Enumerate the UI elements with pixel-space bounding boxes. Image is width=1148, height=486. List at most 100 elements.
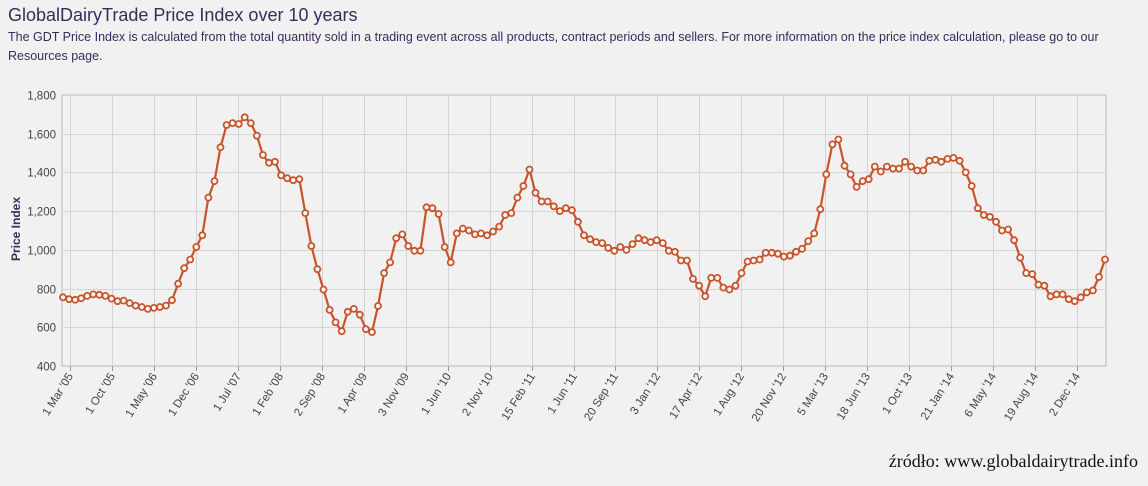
data-point <box>537 197 546 206</box>
source-note: źródło: www.globaldairytrade.info <box>888 451 1138 471</box>
x-tick-label: 1 Jul '07 <box>211 371 244 413</box>
data-point <box>519 182 528 190</box>
y-axis-ticks: 400 600 800 1,000 1,200 1,400 1,600 1,800 <box>27 91 56 374</box>
data-point <box>810 229 819 238</box>
data-point <box>592 238 600 247</box>
x-tick-label: 20 Nov '12 <box>750 371 789 424</box>
data-point <box>895 164 903 173</box>
data-point <box>95 290 104 299</box>
y-tick-label: 600 <box>37 323 56 335</box>
data-point <box>204 193 213 202</box>
data-point <box>1076 293 1085 302</box>
data-point <box>998 226 1006 235</box>
x-tick-label: 6 May '14 <box>963 371 1000 420</box>
data-point <box>89 290 98 299</box>
data-point <box>834 135 843 144</box>
data-point <box>477 229 485 238</box>
data-point <box>870 162 879 171</box>
data-point <box>440 243 449 251</box>
data-point <box>689 274 697 283</box>
y-tick-label: 1,200 <box>27 207 56 219</box>
data-point <box>973 204 982 213</box>
data-point <box>586 235 594 244</box>
data-point <box>979 211 988 219</box>
data-point <box>222 121 231 129</box>
data-point <box>780 252 788 261</box>
x-tick-label: 1 Jun '11 <box>546 371 580 416</box>
data-point <box>374 302 382 310</box>
data-point <box>889 164 897 173</box>
data-point <box>1040 281 1049 290</box>
data-point <box>192 243 201 251</box>
data-point <box>652 236 661 245</box>
data-point <box>380 269 389 278</box>
data-point <box>628 240 637 249</box>
data-point <box>992 217 1000 226</box>
data-point <box>337 327 346 336</box>
data-point <box>1082 288 1091 297</box>
data-point <box>386 258 395 267</box>
data-point <box>1016 253 1025 262</box>
data-point <box>313 265 322 274</box>
y-tick-label: 400 <box>37 362 56 374</box>
data-point <box>113 297 122 306</box>
data-point <box>131 301 140 310</box>
data-point <box>331 318 340 327</box>
data-point <box>931 155 940 164</box>
data-point <box>640 236 649 245</box>
data-point <box>949 153 958 162</box>
data-point <box>283 174 292 183</box>
data-point <box>967 182 976 190</box>
data-point <box>301 209 310 218</box>
data-point <box>168 296 176 305</box>
data-point <box>77 294 86 303</box>
data-point <box>634 234 643 243</box>
data-point <box>143 304 152 313</box>
data-point <box>604 243 613 252</box>
data-point <box>1052 290 1061 299</box>
data-point <box>349 304 358 313</box>
x-tick-label: 1 Jun '10 <box>419 371 454 417</box>
y-tick-label: 1,600 <box>27 130 56 142</box>
x-tick-label: 1 Apr '09 <box>336 371 370 416</box>
data-point <box>913 166 922 175</box>
plot-frame <box>61 94 1107 367</box>
x-tick-label: 17 Apr '12 <box>668 371 705 421</box>
y-axis-label: Price Index <box>9 197 23 261</box>
data-point <box>1004 225 1012 234</box>
data-point <box>701 292 710 301</box>
x-tick-label: 1 Feb '08 <box>251 371 286 418</box>
data-point <box>1070 297 1079 306</box>
data-point <box>392 234 401 243</box>
data-point <box>180 264 189 273</box>
data-point <box>1046 292 1055 301</box>
data-point <box>561 204 570 213</box>
data-point <box>59 293 67 302</box>
data-point <box>271 157 279 166</box>
x-tick-label: 1 Dec '06 <box>166 371 202 418</box>
data-point <box>125 299 134 308</box>
x-tick-label: 20 Sep '11 <box>582 371 621 423</box>
data-point <box>677 256 685 265</box>
y-tick-label: 1,000 <box>27 246 56 258</box>
data-point <box>507 209 516 218</box>
data-point <box>864 175 873 184</box>
data-point <box>919 166 928 175</box>
data-point <box>1028 270 1037 279</box>
data-point <box>961 168 970 177</box>
data-point <box>840 161 849 170</box>
data-point <box>101 291 110 300</box>
data-point <box>568 206 576 215</box>
data-point <box>398 230 407 239</box>
data-point <box>428 204 437 213</box>
data-point <box>616 243 625 251</box>
data-point <box>1101 255 1109 264</box>
data-point <box>240 113 249 122</box>
data-point <box>743 257 752 266</box>
data-point <box>598 239 607 248</box>
data-point <box>186 255 195 264</box>
data-point <box>471 230 479 239</box>
data-point <box>664 246 673 255</box>
data-point <box>816 205 825 214</box>
data-point <box>525 165 534 174</box>
